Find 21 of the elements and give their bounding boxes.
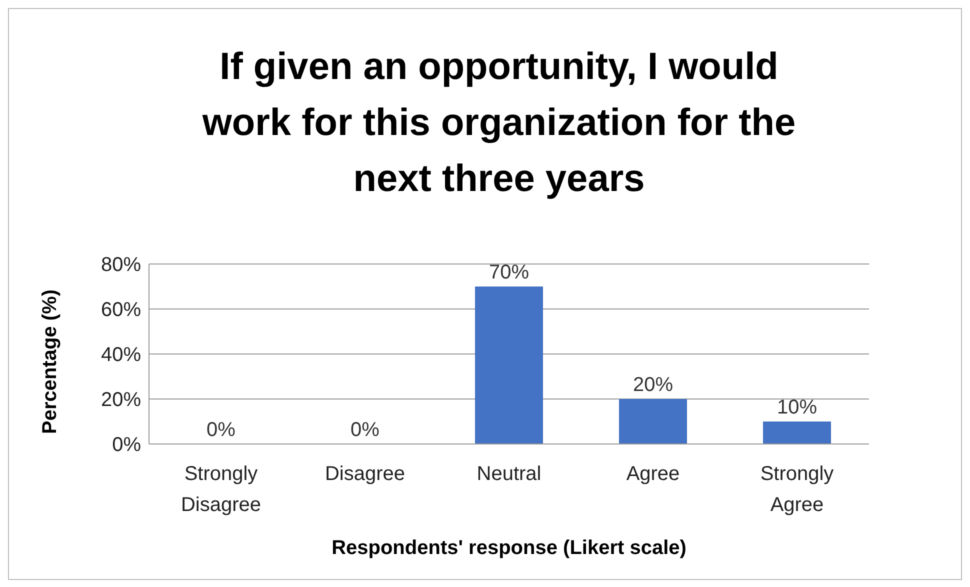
x-tick-label: Strongly Disagree — [180, 463, 262, 516]
y-tick-label: 60% — [100, 299, 142, 322]
data-label: 20% — [632, 374, 674, 396]
data-label: 0% — [206, 419, 236, 441]
bar — [763, 422, 831, 444]
x-tick-label: Agree — [626, 463, 680, 485]
x-tick-label: Strongly Agree — [760, 463, 834, 516]
y-axis-title: Percentage (%) — [39, 290, 62, 434]
y-tick-label: 0% — [112, 434, 142, 456]
data-label: 70% — [488, 262, 530, 284]
chart-title: If given an opportunity, I would work for this organization for the next three years — [201, 45, 797, 202]
x-tick-label: Neutral — [476, 463, 542, 485]
x-axis-title: Respondents' response (Likert scale) — [332, 537, 686, 559]
bar — [475, 286, 543, 444]
y-tick-label: 80% — [100, 254, 142, 276]
y-tick-label: 40% — [100, 344, 142, 366]
data-label: 0% — [350, 419, 380, 441]
x-tick-label: Disagree — [324, 463, 406, 485]
bar — [619, 399, 687, 444]
y-tick-label: 20% — [100, 389, 142, 412]
data-label: 10% — [776, 396, 818, 418]
